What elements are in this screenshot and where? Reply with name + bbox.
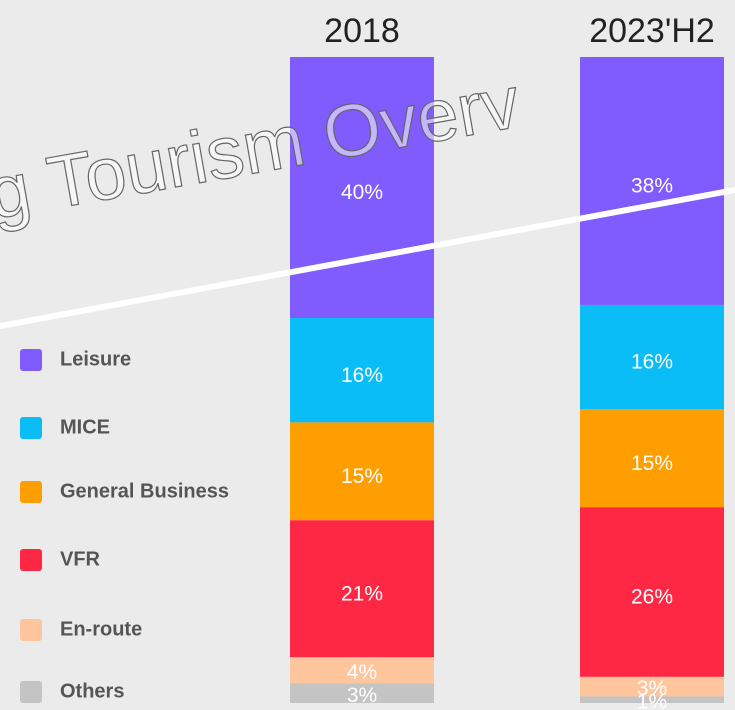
legend-label: General Business	[60, 480, 229, 502]
watermark: g Tourism Overv	[0, 60, 525, 235]
legend-label: VFR	[60, 548, 101, 570]
bar-segment	[290, 422, 434, 521]
legend-label: Others	[60, 680, 124, 702]
data-label: 38%	[631, 175, 673, 198]
bar-segment	[580, 507, 724, 677]
legend-label: MICE	[60, 416, 110, 438]
legend-swatch	[20, 681, 42, 703]
legend-swatch	[20, 349, 42, 371]
legend-swatch	[20, 619, 42, 641]
data-label: 16%	[341, 364, 383, 387]
legend-swatch	[20, 417, 42, 439]
bar-segment	[580, 304, 724, 410]
bar-segment	[290, 657, 434, 684]
legend-label: Leisure	[60, 348, 131, 370]
legend-label: En-route	[60, 618, 142, 640]
data-label: 21%	[341, 582, 383, 605]
data-label: 15%	[631, 452, 673, 475]
bar-segment	[580, 676, 724, 697]
bar-segment	[580, 57, 724, 305]
bar-segment	[580, 696, 724, 703]
data-label: 16%	[631, 351, 673, 374]
bar-segment	[290, 57, 434, 319]
legend-swatch	[20, 549, 42, 571]
bar-segment	[290, 318, 434, 423]
category-label: 2018	[324, 12, 400, 50]
bar-segment	[580, 409, 724, 508]
category-label: 2023'H2	[589, 12, 715, 50]
data-label: 3%	[637, 677, 667, 700]
legend-swatch	[20, 481, 42, 503]
bar-segment	[290, 520, 434, 658]
data-label: 15%	[341, 465, 383, 488]
data-label: 3%	[347, 684, 377, 707]
watermark-line	[0, 187, 735, 329]
data-label: 1%	[637, 690, 667, 710]
data-label: 4%	[347, 661, 377, 684]
data-label: 26%	[631, 586, 673, 609]
bar-segment	[290, 683, 434, 703]
data-label: 40%	[341, 181, 383, 204]
